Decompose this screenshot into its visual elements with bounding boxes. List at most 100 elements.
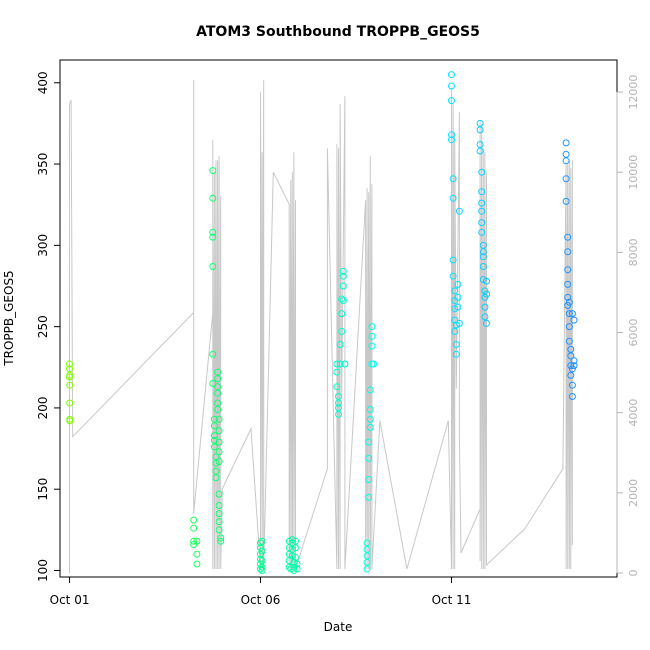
data-point — [449, 194, 457, 202]
y-tick-label: 200 — [36, 396, 50, 419]
data-point — [366, 415, 374, 423]
data-point — [479, 253, 487, 261]
altitude-layer — [69, 79, 573, 573]
data-point — [365, 454, 373, 462]
data-point — [449, 256, 457, 264]
y-tick-label: 300 — [36, 234, 50, 257]
data-point — [365, 438, 373, 446]
data-point — [568, 381, 576, 389]
data-point — [370, 360, 377, 368]
data-point — [215, 502, 223, 509]
data-point — [455, 207, 463, 215]
data-point — [479, 248, 487, 256]
x-tick-label: Oct 06 — [241, 593, 281, 607]
data-point — [483, 277, 490, 285]
data-point — [66, 373, 73, 381]
data-point — [478, 228, 486, 236]
data-point — [452, 350, 460, 358]
data-point — [565, 298, 573, 306]
data-point — [568, 310, 576, 318]
data-point — [368, 332, 376, 340]
data-point — [366, 406, 374, 413]
data-point — [448, 82, 455, 90]
data-point — [481, 303, 489, 311]
data-point — [452, 341, 460, 348]
data-point — [209, 228, 217, 236]
data-point — [214, 389, 222, 397]
data-point — [258, 563, 266, 571]
y-axis-label: TROPPB_GEOS5 — [2, 270, 16, 366]
data-point — [562, 175, 570, 183]
data-point — [292, 554, 299, 561]
data-point — [564, 280, 572, 288]
data-point — [570, 362, 578, 370]
y2-tick-label: 10000 — [627, 155, 640, 190]
data-point — [258, 547, 266, 555]
y2-tick-label: 12000 — [627, 75, 640, 110]
data-point — [257, 565, 264, 573]
data-point — [455, 319, 463, 327]
data-point — [257, 539, 264, 547]
axes-layer: Oct 01 Oct 06 Oct 111001502002503003504000… — [36, 71, 640, 607]
data-point — [478, 168, 486, 176]
data-point — [209, 233, 217, 241]
x-tick-label: Oct 01 — [50, 593, 90, 607]
data-point — [568, 393, 576, 400]
data-point — [454, 293, 462, 301]
data-point — [66, 365, 73, 373]
data-point — [339, 267, 347, 275]
data-point — [564, 302, 572, 309]
data-point — [339, 297, 347, 305]
data-point — [66, 417, 74, 425]
data-point — [215, 490, 223, 498]
data-point — [451, 287, 459, 295]
data-point — [336, 360, 344, 368]
data-point — [366, 423, 374, 431]
data-point — [366, 386, 374, 394]
data-point — [478, 188, 486, 196]
data-point — [258, 567, 266, 574]
data-point — [564, 233, 572, 241]
data-point — [565, 323, 573, 331]
data-point — [562, 157, 570, 165]
data-point — [565, 337, 573, 345]
data-point — [285, 563, 293, 571]
y2-tick-label: 4000 — [627, 399, 640, 427]
data-point — [66, 381, 74, 389]
data-point — [448, 136, 455, 144]
data-point — [214, 375, 222, 383]
data-point — [479, 263, 487, 270]
data-point — [335, 410, 342, 418]
data-point — [215, 427, 223, 435]
data-point — [363, 565, 371, 573]
data-point — [564, 293, 572, 301]
data-point — [293, 560, 301, 568]
data-point — [562, 197, 570, 205]
data-point — [209, 380, 217, 387]
data-point — [257, 555, 264, 563]
data-point — [333, 368, 341, 376]
data-point — [215, 458, 223, 466]
data-point — [210, 422, 218, 430]
data-point — [365, 476, 373, 483]
data-point — [448, 97, 455, 105]
y-tick-label: 400 — [36, 71, 50, 94]
data-point — [292, 544, 299, 552]
data-point — [214, 406, 222, 413]
data-point — [476, 147, 484, 155]
data-point — [215, 438, 223, 446]
data-point — [562, 139, 570, 147]
data-point — [217, 534, 225, 542]
data-point — [448, 71, 455, 79]
data-point — [483, 319, 490, 327]
data-point — [448, 131, 455, 139]
data-point — [449, 272, 457, 280]
data-point — [368, 323, 376, 331]
data-point — [193, 560, 201, 568]
data-point — [570, 357, 578, 365]
data-point — [451, 316, 459, 324]
data-point — [338, 310, 346, 318]
data-point — [333, 383, 341, 391]
data-point — [190, 524, 198, 532]
